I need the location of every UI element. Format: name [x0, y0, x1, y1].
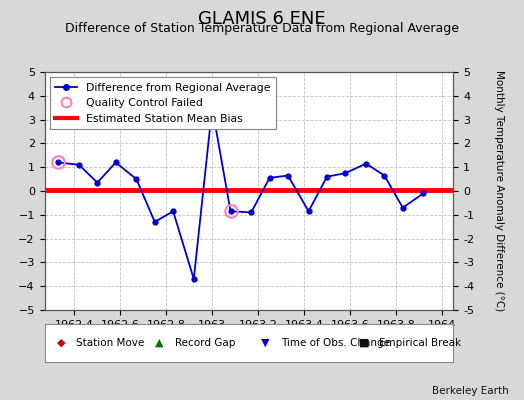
Text: ◆: ◆	[57, 338, 66, 348]
Text: Time of Obs. Change: Time of Obs. Change	[281, 338, 390, 348]
Text: ■: ■	[359, 338, 370, 348]
Legend: Difference from Regional Average, Quality Control Failed, Estimated Station Mean: Difference from Regional Average, Qualit…	[50, 78, 276, 129]
Text: Empirical Break: Empirical Break	[379, 338, 461, 348]
Text: Record Gap: Record Gap	[174, 338, 235, 348]
Text: Difference of Station Temperature Data from Regional Average: Difference of Station Temperature Data f…	[65, 22, 459, 35]
Text: Berkeley Earth: Berkeley Earth	[432, 386, 508, 396]
Text: ▼: ▼	[261, 338, 270, 348]
Y-axis label: Monthly Temperature Anomaly Difference (°C): Monthly Temperature Anomaly Difference (…	[494, 70, 504, 312]
Text: ▲: ▲	[155, 338, 163, 348]
Text: GLAMIS 6 ENE: GLAMIS 6 ENE	[198, 10, 326, 28]
Text: Station Move: Station Move	[77, 338, 145, 348]
